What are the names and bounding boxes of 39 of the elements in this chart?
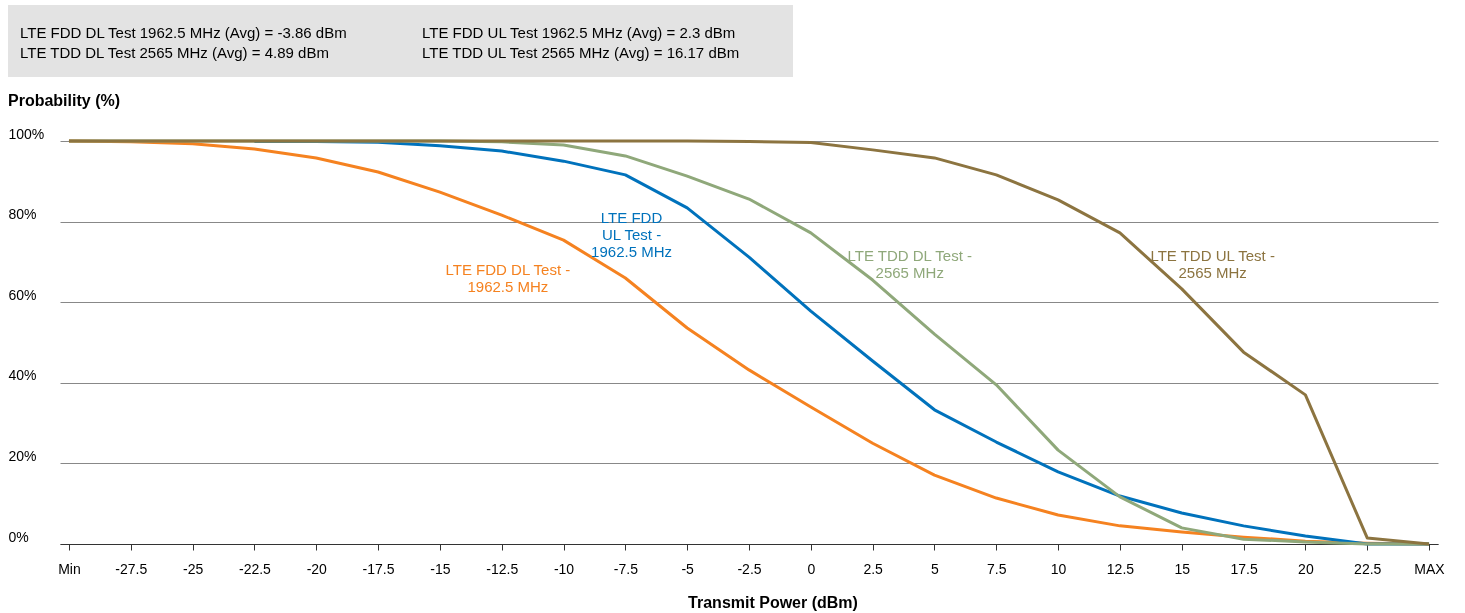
- x-tick-label: Min: [58, 560, 81, 577]
- x-tick-label: 20: [1298, 560, 1314, 577]
- y-tick-label: 0%: [8, 528, 29, 545]
- x-tick-label: 7.5: [987, 560, 1007, 577]
- x-tick-label: -7.5: [613, 560, 639, 577]
- text: LTE FDD DL Test 1962.5 MHz (Avg) = -3.86 dBm: [20, 24, 347, 41]
- x-tick-label: -15: [430, 560, 451, 577]
- x-tick-label: 22.5: [1354, 560, 1382, 577]
- x-tick-label: 0: [807, 560, 816, 577]
- x-tick-label: 15: [1174, 560, 1191, 577]
- series-label: LTE FDD DL Test - 1962.5 MHz: [445, 260, 571, 295]
- x-tick-label: -5: [681, 560, 695, 577]
- series-label: LTE TDD DL Test - 2565 MHz: [847, 246, 972, 281]
- x-tick-label: 2.5: [863, 560, 884, 577]
- y-tick-label: 60%: [8, 286, 37, 303]
- y-tick-label: 80%: [8, 206, 37, 223]
- y-tick-label: 100%: [8, 125, 45, 142]
- x-tick-label: 17.5: [1230, 560, 1258, 577]
- text: LTE FDD UL Test 1962.5 MHz (Avg) = 2.3 dBm: [422, 24, 736, 41]
- x-tick-label: -17.5: [362, 560, 395, 577]
- text: LTE TDD UL Test 2565 MHz (Avg) = 16.17 dBm: [422, 44, 740, 61]
- x-tick-label: -25: [182, 560, 204, 577]
- x-axis-title: Transmit Power (dBm): [688, 594, 858, 611]
- x-tick-label: MAX: [1414, 560, 1446, 577]
- x-tick-label: -2.5: [737, 560, 762, 577]
- y-tick-label: 40%: [8, 367, 37, 384]
- y-tick-label: 20%: [8, 447, 37, 464]
- text: LTE TDD DL Test 2565 MHz (Avg) = 4.89 dBm: [20, 44, 329, 61]
- x-tick-label: 12.5: [1106, 560, 1135, 577]
- series-label: LTE FDD UL Test - 1962.5 MHz: [591, 208, 672, 260]
- x-tick-label: -22.5: [238, 560, 272, 577]
- y-axis-title: Probability (%): [8, 92, 121, 109]
- x-tick-label: -12.5: [486, 560, 519, 577]
- x-tick-label: 10: [1050, 560, 1067, 577]
- x-tick-label: 5: [931, 560, 940, 577]
- x-tick-label: -20: [306, 560, 328, 577]
- x-tick-label: -27.5: [115, 560, 148, 577]
- x-tick-label: -10: [553, 560, 575, 577]
- series-label: LTE TDD UL Test - 2565 MHz: [1150, 246, 1275, 281]
